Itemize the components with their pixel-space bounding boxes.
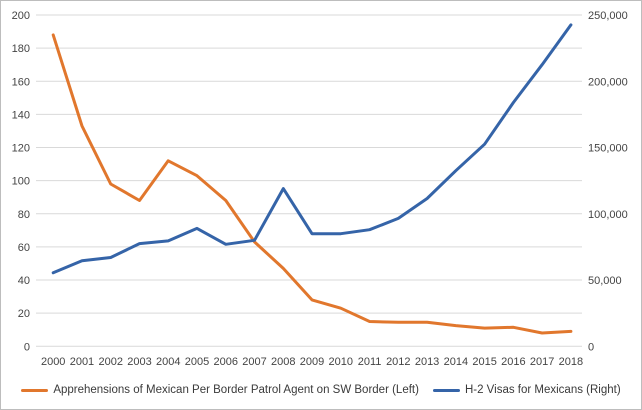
right-axis-tick-label: 0	[588, 341, 594, 353]
legend-label-h2-visas: H-2 Visas for Mexicans (Right)	[464, 384, 621, 396]
left-axis-tick-label: 60	[18, 242, 30, 254]
left-axis-tick-label: 0	[24, 341, 30, 353]
legend-line-swatch-orange	[21, 388, 49, 392]
left-axis-tick-label: 40	[18, 275, 30, 287]
x-axis-tick-label: 2012	[386, 356, 410, 368]
x-axis-tick-label: 2016	[501, 356, 525, 368]
legend-line-swatch-blue	[432, 388, 460, 392]
legend-label-apprehensions: Apprehensions of Mexican Per Border Patr…	[53, 384, 419, 396]
x-axis-tick-label: 2011	[358, 356, 382, 368]
x-axis-tick-label: 2009	[300, 356, 324, 368]
x-axis-tick-label: 2000	[41, 356, 65, 368]
x-axis-tick-label: 2018	[559, 356, 583, 368]
x-axis-tick-label: 2007	[242, 356, 266, 368]
x-axis-tick-label: 2003	[127, 356, 151, 368]
left-axis-tick-label: 140	[12, 109, 30, 121]
right-axis-tick-label: 50,000	[588, 275, 622, 287]
x-axis-tick-label: 2015	[472, 356, 496, 368]
x-axis-tick-label: 2002	[98, 356, 122, 368]
x-axis-tick-label: 2006	[214, 356, 238, 368]
right-axis-tick-label: 200,000	[588, 76, 628, 88]
right-axis-tick-label: 250,000	[588, 10, 628, 22]
x-axis-tick-label: 2004	[156, 356, 180, 368]
series-line-0	[51, 33, 573, 335]
chart-legend: Apprehensions of Mexican Per Border Patr…	[1, 380, 641, 400]
left-axis-tick-label: 180	[12, 43, 30, 55]
left-axis-tick-label: 100	[12, 176, 30, 188]
x-axis-tick-label: 2008	[271, 356, 295, 368]
left-axis-tick-label: 120	[12, 143, 30, 155]
left-axis-tick-label: 20	[18, 308, 30, 320]
x-axis-tick-label: 2001	[70, 356, 94, 368]
right-axis-tick-label: 150,000	[588, 143, 628, 155]
legend-item-apprehensions: Apprehensions of Mexican Per Border Patr…	[21, 384, 419, 396]
legend-item-h2-visas: H-2 Visas for Mexicans (Right)	[432, 384, 621, 396]
left-axis-tick-label: 160	[12, 76, 30, 88]
left-axis-tick-label: 80	[18, 209, 30, 221]
x-axis-tick-label: 2013	[415, 356, 439, 368]
series-line-1	[51, 23, 573, 275]
right-axis-tick-label: 100,000	[588, 209, 628, 221]
x-axis-tick-label: 2010	[329, 356, 353, 368]
left-axis-tick-label: 200	[12, 10, 30, 22]
x-axis-tick-label: 2017	[530, 356, 554, 368]
x-axis-tick-label: 2005	[185, 356, 209, 368]
x-axis-tick-label: 2014	[444, 356, 468, 368]
